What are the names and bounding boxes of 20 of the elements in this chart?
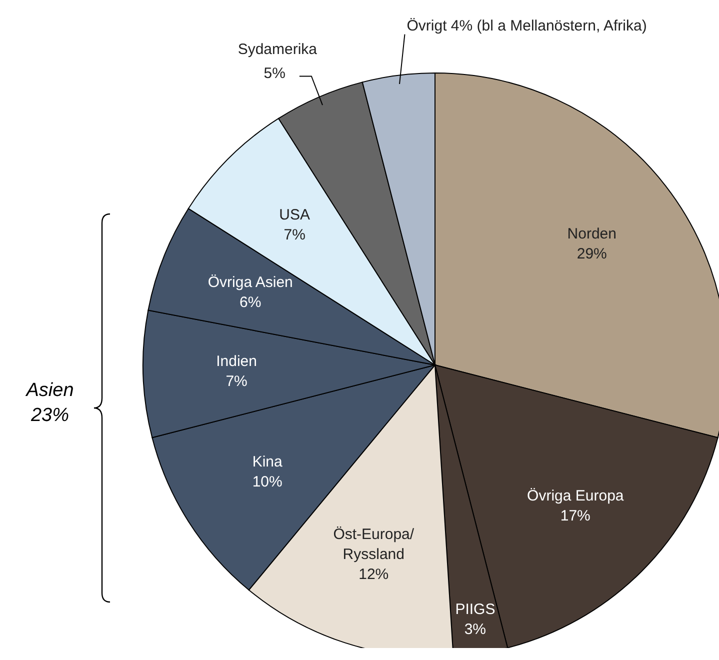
slice-label: Sydamerika [238, 41, 318, 58]
data-label: 29% [576, 245, 607, 262]
slice-label: Norden [567, 225, 616, 242]
slice-label: Kina [252, 453, 284, 470]
slice-label: USA [279, 206, 310, 224]
slice-label: Öst-Europa/Ryssland [333, 526, 415, 563]
slice-label: Övriga Europa [527, 487, 624, 504]
slice-label: PIIGS [455, 600, 496, 618]
data-label: 5% [264, 65, 286, 82]
data-label: 10% [252, 473, 282, 490]
slice-label: Övriga Asien [208, 274, 293, 291]
data-label: 7% [284, 226, 306, 244]
data-label: 7% [226, 373, 248, 390]
category-label: Övrigt 4% (bl a Mellanöstern, Afrika) [406, 17, 647, 34]
data-label: 3% [464, 620, 486, 638]
data-label: 6% [240, 294, 262, 311]
text: Asien 23% [24, 379, 75, 428]
data-label: 12% [358, 566, 389, 583]
data-label: 17% [560, 507, 590, 524]
slice-label: Indien [216, 353, 257, 370]
